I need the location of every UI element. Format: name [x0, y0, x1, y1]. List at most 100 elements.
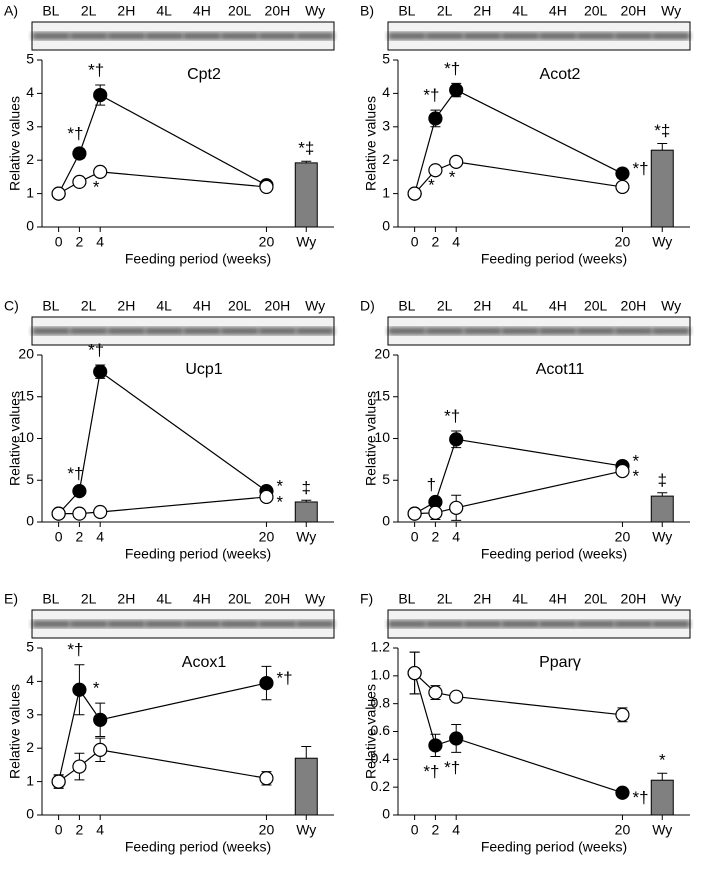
x-tick-label: 0 — [411, 822, 419, 838]
x-tick-label: 2 — [432, 529, 440, 545]
data-point — [51, 186, 66, 201]
x-tick-label: Wy — [296, 529, 316, 545]
y-tick-label: 0 — [382, 218, 390, 234]
data-point — [93, 504, 108, 520]
annotation: *† — [444, 406, 460, 425]
x-tick-label: 4 — [96, 234, 104, 250]
data-point — [72, 146, 87, 161]
blot-band — [296, 620, 334, 628]
lane-label: Wy — [661, 591, 681, 607]
lane-label: 4L — [512, 3, 528, 19]
chart-title: Acot11 — [536, 361, 585, 378]
blot-band — [183, 327, 221, 335]
y-axis-label: Relative values — [7, 96, 23, 191]
y-tick-label: 20 — [18, 346, 34, 362]
annotation: *† — [423, 86, 439, 105]
x-tick-label: 0 — [55, 234, 63, 250]
blot-band — [425, 620, 464, 628]
blot-band — [614, 620, 653, 628]
annotation: *† — [88, 61, 104, 80]
blot-band — [107, 32, 146, 40]
x-tick-label: 2 — [432, 234, 440, 250]
blot-band — [576, 32, 615, 40]
y-tick-label: 5 — [26, 51, 34, 67]
error-bar — [301, 160, 312, 163]
blot-band — [501, 620, 539, 628]
blot-band — [69, 32, 108, 40]
blot-band — [183, 620, 221, 628]
x-tick-label: 4 — [452, 529, 460, 545]
annotation: * — [93, 177, 100, 196]
annotation: * — [659, 751, 666, 770]
data-point — [615, 785, 630, 800]
bar — [650, 495, 674, 523]
series-line — [58, 749, 267, 783]
blot-band — [220, 620, 259, 628]
data-point — [615, 463, 630, 479]
x-axis-label: Feeding period (weeks) — [481, 839, 627, 855]
lane-label: Wy — [305, 591, 325, 607]
y-tick-label: 0 — [382, 806, 390, 822]
annotation: ‡ — [658, 470, 667, 489]
y-tick-label: 10 — [18, 429, 34, 445]
annotation: *‡ — [654, 121, 670, 140]
error-bar — [657, 772, 668, 781]
x-axis-label: Feeding period (weeks) — [481, 251, 627, 267]
bar — [294, 501, 318, 523]
y-tick-label: 0.2 — [371, 778, 391, 794]
y-tick-label: 2 — [26, 151, 34, 167]
panel-label: A) — [4, 3, 18, 19]
y-tick-label: 0 — [26, 806, 34, 822]
annotation: *† — [67, 640, 83, 659]
annotation: * — [632, 467, 639, 486]
x-axis-label: Feeding period (weeks) — [125, 839, 271, 855]
lane-label: 2L — [437, 298, 453, 314]
data-point — [449, 154, 464, 169]
bar — [294, 162, 318, 228]
annotation: *† — [423, 762, 439, 781]
y-tick-label: 5 — [382, 471, 390, 487]
y-axis-label: Relative values — [363, 391, 379, 486]
blot-band — [539, 32, 577, 40]
blot-band — [183, 32, 221, 40]
x-tick-label: Wy — [652, 234, 672, 250]
chart-title: Acox1 — [182, 654, 227, 671]
y-tick-label: 4 — [26, 84, 34, 100]
lane-label: 20H — [621, 591, 647, 607]
x-tick-label: 20 — [615, 529, 631, 545]
lane-label: 2H — [117, 3, 135, 19]
y-tick-label: 5 — [26, 471, 34, 487]
y-tick-label: 15 — [374, 387, 390, 403]
data-point — [93, 87, 108, 103]
x-tick-label: 4 — [96, 529, 104, 545]
y-axis-label: Relative values — [363, 96, 379, 191]
lane-label: BL — [42, 298, 59, 314]
y-tick-label: 0 — [26, 513, 34, 529]
lane-label: 4H — [549, 298, 567, 314]
bar — [650, 149, 674, 228]
x-tick-label: Wy — [652, 529, 672, 545]
y-tick-label: 0 — [26, 218, 34, 234]
lane-label: 4L — [156, 298, 172, 314]
data-point — [407, 665, 422, 681]
blot-band — [32, 32, 70, 40]
data-point — [407, 506, 422, 521]
lane-label: 2H — [473, 3, 491, 19]
data-point — [72, 174, 87, 190]
annotation: * — [93, 679, 100, 698]
x-tick-label: 20 — [259, 529, 275, 545]
x-tick-label: 2 — [76, 529, 84, 545]
blot-band — [69, 327, 108, 335]
x-tick-label: 4 — [96, 822, 104, 838]
x-tick-label: 4 — [452, 234, 460, 250]
lane-label: 2L — [81, 3, 97, 19]
lane-label: 20L — [228, 591, 252, 607]
y-tick-label: 4 — [382, 84, 390, 100]
series-line — [58, 94, 267, 194]
panel-label: B) — [360, 3, 374, 19]
blot-band — [388, 620, 426, 628]
lane-label: Wy — [305, 3, 325, 19]
lane-label: 4L — [512, 298, 528, 314]
